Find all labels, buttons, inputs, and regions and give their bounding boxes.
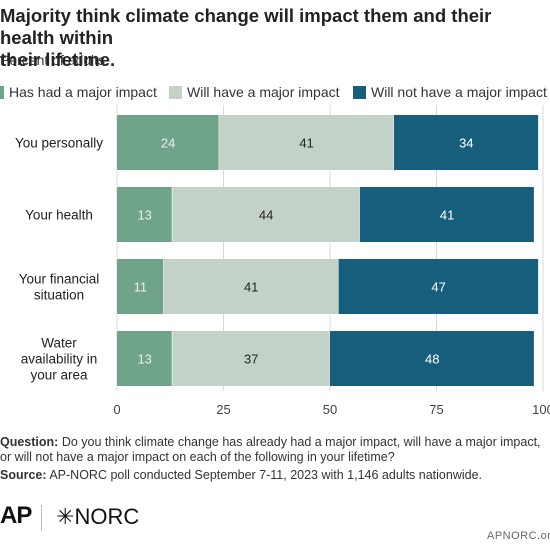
x-tick-label: 0	[113, 402, 120, 417]
legend: Has had a major impact Will have a major…	[0, 82, 550, 102]
x-tick-label: 25	[216, 402, 230, 417]
bar-segment	[330, 331, 534, 386]
data-label: 48	[425, 352, 439, 367]
bar-segment	[393, 115, 539, 170]
chart-title: Majority think climate change will impac…	[0, 5, 492, 70]
data-label: 13	[137, 208, 151, 223]
legend-swatch-will-have	[169, 86, 182, 99]
bar-segment	[117, 331, 172, 386]
legend-label-has-had: Has had a major impact	[9, 84, 157, 100]
bar-segment	[163, 259, 338, 314]
category-label: Water availability in your area	[21, 336, 98, 383]
category-label-line: situation	[34, 288, 84, 303]
norc-star-icon: ✳	[56, 504, 75, 529]
legend-item-will-not-have: Will not have a major impact	[353, 82, 547, 102]
data-label: 11	[134, 280, 148, 295]
bar-segment	[359, 187, 534, 242]
legend-label-will-not-have: Will not have a major impact	[371, 84, 547, 100]
category-label: Your financial situation	[19, 272, 100, 303]
legend-item-will-have: Will have a major impact	[169, 82, 340, 102]
bar-segment	[338, 259, 539, 314]
category-label-line: Water	[41, 336, 77, 351]
question-text: Do you think climate change has already …	[0, 435, 541, 464]
question-label: Question:	[0, 435, 59, 449]
category-label: You personally	[15, 136, 103, 151]
legend-swatch-will-not-have	[353, 86, 366, 99]
x-tick-label: 100	[532, 402, 550, 417]
logo-divider	[41, 505, 42, 531]
bar-segment	[172, 187, 360, 242]
data-label: 24	[161, 136, 175, 151]
category-label: Your health	[25, 208, 93, 223]
source-label: Source:	[0, 468, 47, 482]
footnote-source: Source: AP-NORC poll conducted September…	[0, 468, 550, 483]
data-label: 41	[299, 136, 313, 151]
norc-logo: ✳NORC	[56, 504, 139, 530]
data-label: 13	[137, 352, 151, 367]
legend-item-has-had: Has had a major impact	[0, 82, 157, 102]
legend-swatch-has-had	[0, 86, 4, 99]
data-label: 41	[440, 208, 454, 223]
x-tick-label: 75	[429, 402, 443, 417]
norc-logo-text: NORC	[74, 504, 140, 529]
category-label-line: Your health	[25, 208, 93, 223]
data-label: 47	[431, 280, 445, 295]
category-label-line: You personally	[15, 136, 103, 151]
category-label-line: availability in	[21, 352, 98, 367]
bar-segment	[117, 259, 164, 314]
category-label-line: your area	[30, 368, 88, 383]
data-label: 41	[244, 280, 258, 295]
x-tick-label: 50	[323, 402, 337, 417]
source-text: AP-NORC poll conducted September 7-11, 2…	[49, 468, 483, 482]
bar-segment	[117, 187, 172, 242]
ap-logo: AP	[0, 502, 32, 529]
bar-segment	[219, 115, 394, 170]
site-url: APNORC.org	[487, 530, 550, 542]
bar-segment	[117, 115, 219, 170]
data-label: 44	[259, 208, 273, 223]
footnote-question: Question: Do you think climate change ha…	[0, 435, 550, 465]
bar-segment	[172, 331, 330, 386]
data-label: 37	[244, 352, 258, 367]
chart-subtitle: Percent of adults	[0, 52, 106, 68]
category-label-line: Your financial	[19, 272, 100, 287]
data-label: 34	[459, 136, 473, 151]
stacked-bar-chart: 0 25 50 75 100 24 41 34 You personally 13 44 41 Your…	[15, 105, 550, 417]
legend-label-will-have: Will have a major impact	[187, 84, 340, 100]
